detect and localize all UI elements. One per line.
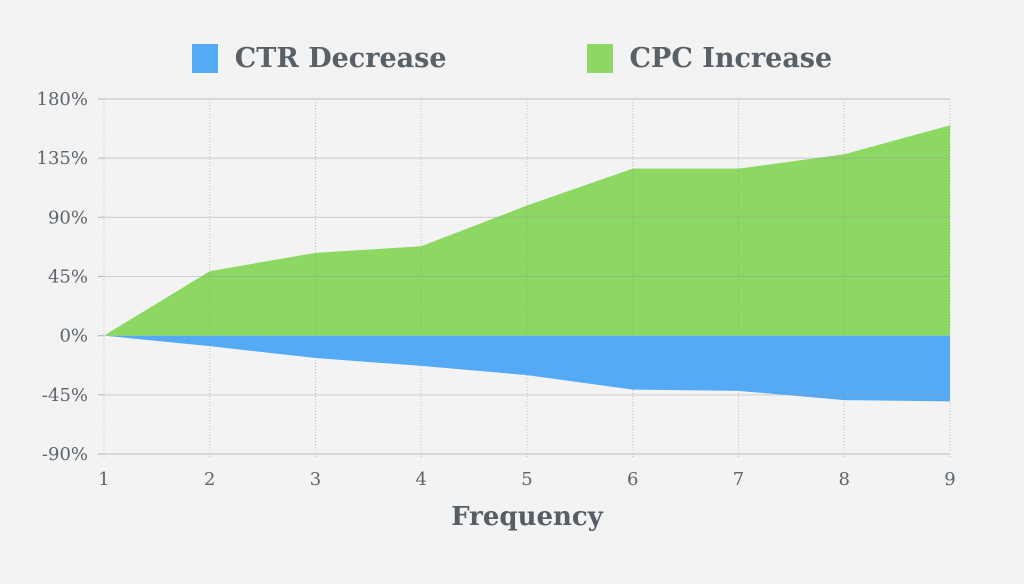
legend-swatch-green [586,44,613,73]
legend-swatch-blue [191,44,218,73]
x-tick-label: 3 [310,469,321,490]
y-tick-label: 45% [48,267,88,288]
y-tick-label: 90% [48,207,88,228]
x-tick-label: 1 [98,469,109,490]
y-tick-label: -90% [42,444,88,465]
x-tick-label: 9 [944,469,955,490]
legend-label-ctr-decrease: CTR Decrease [234,43,447,74]
x-tick-label: 8 [839,469,850,490]
y-tick-label: 180% [37,89,88,110]
x-tick-label: 2 [204,469,215,490]
y-tick-label: 135% [37,148,88,169]
y-tick-label: 0% [59,326,88,347]
legend-item-ctr-decrease[interactable]: CTR Decrease [191,43,447,74]
legend-item-cpc-increase[interactable]: CPC Increase [586,43,833,74]
x-tick-label: 5 [521,469,532,490]
x-axis-title: Frequency [451,502,603,532]
legend: CTR Decrease CPC Increase [0,44,1024,73]
x-tick-label: 7 [733,469,744,490]
x-tick-label: 6 [627,469,638,490]
legend-label-cpc-increase: CPC Increase [629,43,833,74]
x-tick-label: 4 [416,469,427,490]
y-tick-label: -45% [42,385,88,406]
